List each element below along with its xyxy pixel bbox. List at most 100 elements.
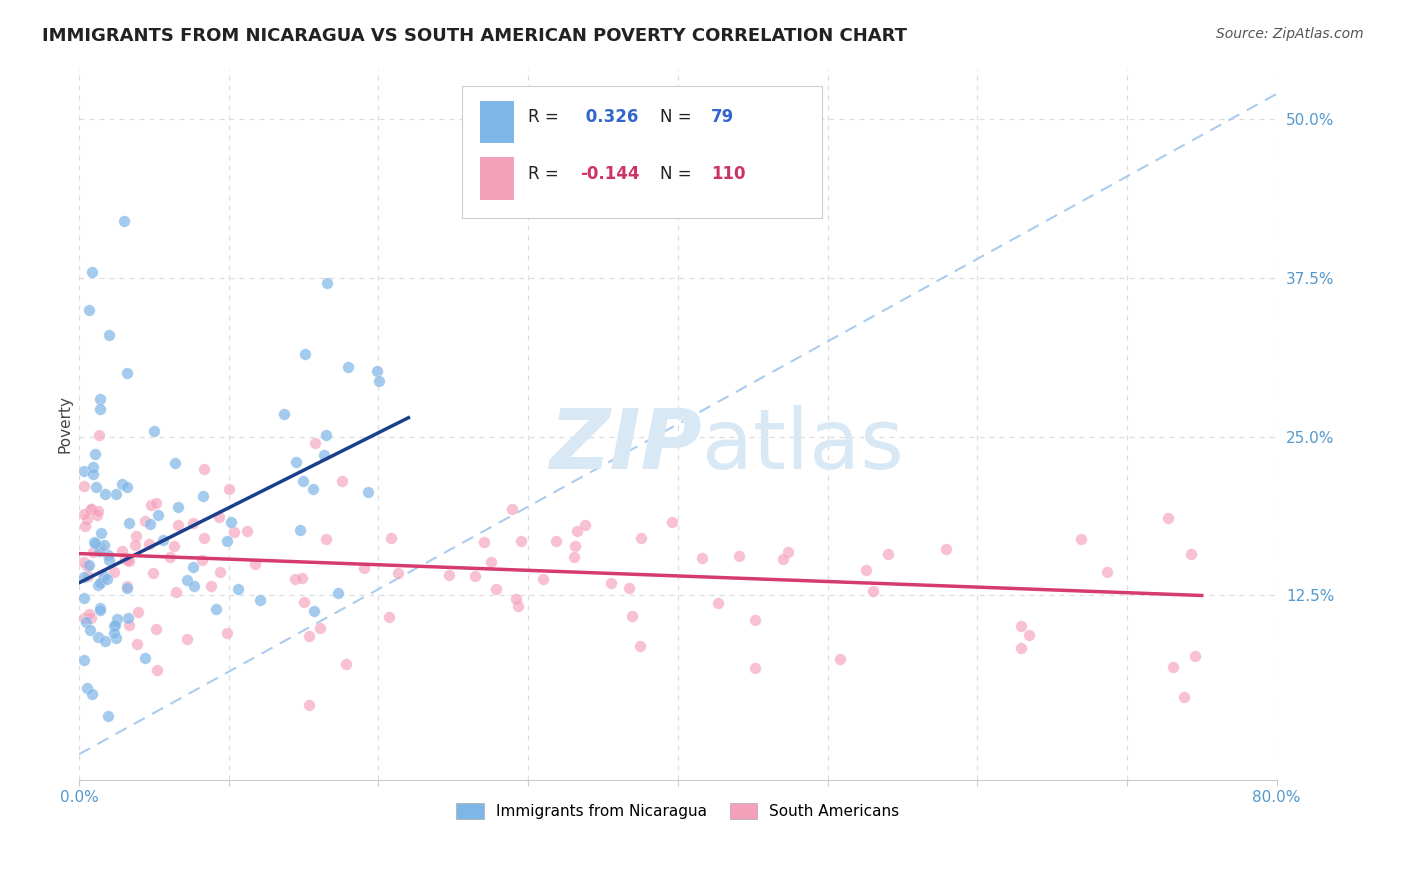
Text: N =: N =: [659, 165, 697, 183]
Point: [89, 575, 111, 590]
Point: [111, 477, 134, 491]
Point: [332, 474, 354, 488]
Text: R =: R =: [529, 165, 564, 183]
Point: [90, 526, 112, 541]
Point: [146, 663, 169, 677]
Point: [86, 508, 108, 523]
Point: [565, 524, 588, 538]
Point: [292, 474, 315, 488]
Point: [89, 602, 111, 616]
Point: [125, 637, 148, 651]
Point: [75, 615, 97, 629]
Point: [464, 568, 486, 582]
Point: [531, 572, 554, 586]
Point: [145, 496, 167, 510]
Point: [298, 629, 321, 643]
Point: [380, 532, 402, 546]
Point: [284, 455, 307, 469]
Point: [193, 461, 215, 475]
Point: [877, 548, 900, 562]
Point: [316, 277, 339, 291]
Point: [315, 428, 337, 442]
Point: [104, 617, 127, 632]
Point: [115, 579, 138, 593]
Point: [830, 652, 852, 666]
Point: [142, 566, 165, 580]
Point: [183, 579, 205, 593]
Point: [98, 328, 121, 343]
Point: [87, 630, 110, 644]
Point: [141, 498, 163, 512]
Point: [76, 569, 98, 583]
Point: [117, 581, 139, 595]
Point: [506, 599, 529, 613]
Point: [772, 552, 794, 566]
Text: -0.144: -0.144: [579, 165, 640, 183]
Text: 79: 79: [711, 108, 734, 126]
Point: [103, 619, 125, 633]
Point: [72, 555, 94, 569]
Point: [249, 593, 271, 607]
Point: [134, 650, 156, 665]
Point: [1070, 533, 1092, 547]
Point: [118, 516, 141, 530]
Point: [167, 500, 190, 515]
Point: [138, 537, 160, 551]
Point: [72, 507, 94, 521]
Point: [165, 456, 187, 470]
Point: [73, 591, 96, 606]
Point: [205, 602, 228, 616]
Point: [145, 622, 167, 636]
Bar: [481, 157, 513, 200]
Point: [82, 467, 104, 481]
Point: [1161, 660, 1184, 674]
Point: [80, 611, 103, 625]
Point: [117, 611, 139, 625]
Point: [86, 503, 108, 517]
Text: atlas: atlas: [702, 405, 904, 486]
Point: [89, 600, 111, 615]
Point: [368, 375, 391, 389]
Point: [111, 544, 134, 558]
Point: [167, 518, 190, 533]
Point: [302, 482, 325, 496]
Point: [82, 459, 104, 474]
Point: [1010, 619, 1032, 633]
Point: [744, 613, 766, 627]
Point: [862, 584, 884, 599]
Point: [778, 545, 800, 559]
Point: [77, 607, 100, 621]
Point: [353, 560, 375, 574]
Point: [84, 480, 107, 494]
Point: [72, 464, 94, 478]
Point: [146, 508, 169, 522]
Point: [314, 448, 336, 462]
Point: [96, 709, 118, 723]
Point: [117, 553, 139, 567]
Point: [690, 550, 713, 565]
Point: [181, 559, 204, 574]
Point: [226, 582, 249, 597]
Point: [176, 632, 198, 646]
Point: [97, 553, 120, 567]
Point: [152, 533, 174, 548]
Point: [93, 538, 115, 552]
Point: [80, 502, 103, 516]
Point: [378, 609, 401, 624]
Text: 0.326: 0.326: [579, 108, 638, 126]
Point: [292, 595, 315, 609]
Point: [200, 580, 222, 594]
Point: [72, 479, 94, 493]
Text: Source: ZipAtlas.com: Source: ZipAtlas.com: [1216, 27, 1364, 41]
Point: [1018, 628, 1040, 642]
Point: [89, 401, 111, 416]
Point: [176, 573, 198, 587]
Point: [309, 621, 332, 635]
Point: [118, 618, 141, 632]
Point: [215, 533, 238, 548]
Point: [94, 634, 117, 648]
Point: [1157, 511, 1180, 525]
Point: [77, 558, 100, 572]
Point: [284, 572, 307, 586]
Point: [621, 608, 644, 623]
